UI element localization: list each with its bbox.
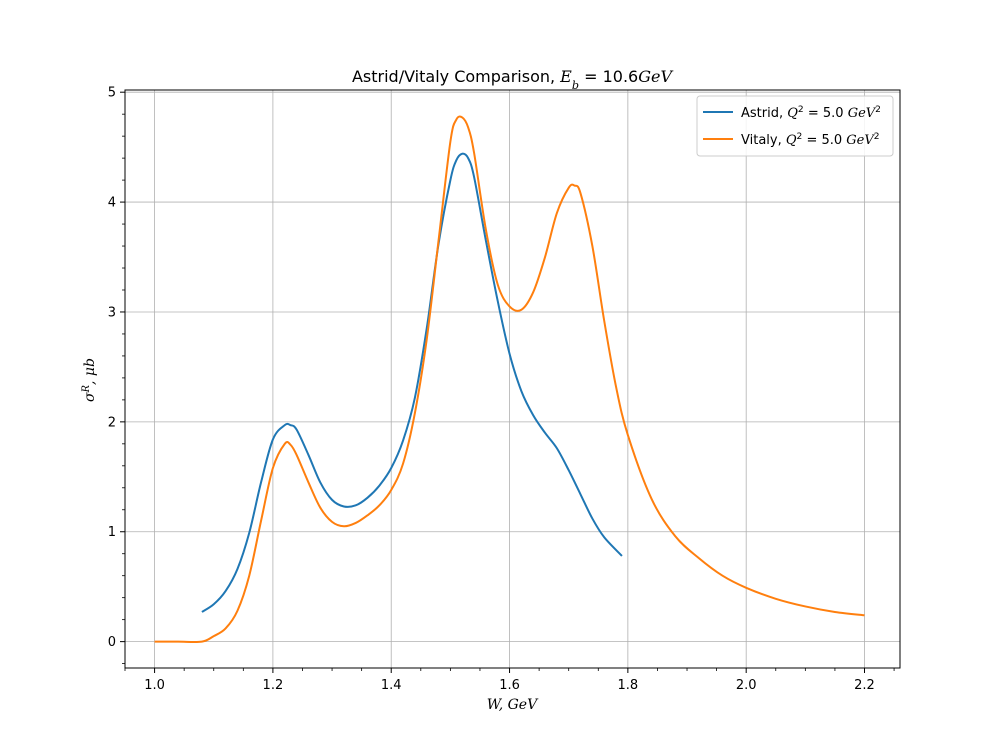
grid — [125, 90, 900, 668]
y-tick-label: 4 — [108, 196, 116, 211]
legend: Astrid, Q2 = 5.0 GeV2 Vitaly, Q2 = 5.0 Ge… — [696, 95, 894, 157]
axes-frame — [124, 89, 901, 669]
ticks: 1.0 1.2 1.4 1.6 1.8 2.0 2.2 0 1 2 3 4 5 — [108, 86, 895, 693]
x-tick-label: 1.2 — [263, 678, 284, 693]
x-tick-label: 2.0 — [736, 678, 757, 693]
y-axis-label: σR, μb — [81, 358, 99, 402]
legend-label: Vitaly, Q2 = 5.0 GeV2 — [741, 132, 880, 148]
x-tick-label: 1.8 — [618, 678, 639, 693]
x-tick-label: 2.2 — [854, 678, 875, 693]
series-line-astrid — [201, 152, 623, 613]
y-tick-label: 1 — [108, 525, 116, 540]
y-tick-label: 0 — [108, 635, 116, 650]
x-tick-label: 1.0 — [144, 678, 165, 693]
legend-box — [696, 95, 894, 157]
y-tick-label: 2 — [108, 415, 116, 430]
legend-label: Astrid, Q2 = 5.0 GeV2 — [741, 105, 881, 121]
series-lines — [154, 115, 865, 644]
x-axis-label: W, GeV — [487, 697, 539, 713]
y-tick-label: 3 — [108, 305, 116, 320]
series-line-vitaly — [154, 115, 865, 644]
chart-title: Astrid/Vitaly Comparison, Eb = 10.6GeV — [352, 67, 674, 92]
y-tick-label: 5 — [108, 86, 116, 101]
x-tick-label: 1.6 — [499, 678, 520, 693]
x-tick-label: 1.4 — [381, 678, 402, 693]
